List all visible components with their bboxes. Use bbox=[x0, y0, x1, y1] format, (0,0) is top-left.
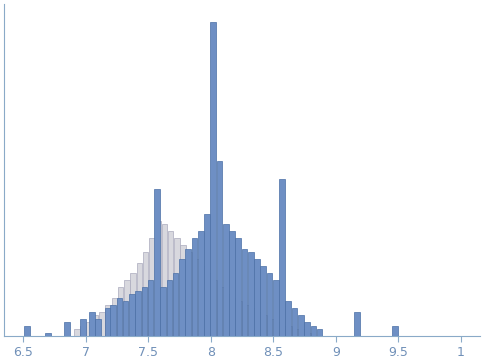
Bar bbox=[235, 238, 241, 336]
Bar bbox=[230, 298, 236, 336]
Bar bbox=[223, 224, 228, 336]
Bar bbox=[173, 273, 179, 336]
Bar bbox=[267, 273, 272, 336]
Bar bbox=[262, 315, 267, 336]
Bar bbox=[305, 333, 311, 336]
Bar bbox=[192, 238, 197, 336]
Bar bbox=[80, 326, 86, 336]
Bar bbox=[162, 224, 167, 336]
Bar bbox=[311, 326, 316, 336]
Bar bbox=[304, 322, 310, 336]
Bar bbox=[254, 259, 260, 336]
Bar bbox=[268, 319, 273, 336]
Bar bbox=[74, 329, 79, 336]
Bar bbox=[129, 294, 135, 336]
Bar bbox=[143, 252, 149, 336]
Bar bbox=[237, 301, 242, 336]
Bar bbox=[198, 231, 203, 336]
Bar bbox=[224, 294, 230, 336]
Bar bbox=[287, 326, 292, 336]
Bar bbox=[181, 245, 186, 336]
Bar bbox=[179, 259, 185, 336]
Bar bbox=[292, 308, 297, 336]
Bar bbox=[260, 266, 266, 336]
Bar bbox=[279, 179, 285, 336]
Bar bbox=[211, 22, 216, 336]
Bar bbox=[185, 249, 191, 336]
Bar bbox=[187, 252, 192, 336]
Bar bbox=[166, 280, 172, 336]
Bar bbox=[248, 252, 254, 336]
Bar bbox=[141, 287, 147, 336]
Bar bbox=[45, 333, 51, 336]
Bar bbox=[281, 326, 286, 336]
Bar bbox=[317, 329, 322, 336]
Bar bbox=[99, 312, 105, 336]
Bar bbox=[124, 280, 130, 336]
Bar bbox=[243, 305, 249, 336]
Bar bbox=[87, 322, 92, 336]
Bar bbox=[217, 162, 222, 336]
Bar bbox=[148, 280, 153, 336]
Bar bbox=[89, 312, 94, 336]
Bar bbox=[136, 263, 142, 336]
Bar bbox=[154, 189, 160, 336]
Bar bbox=[110, 305, 116, 336]
Bar bbox=[118, 287, 123, 336]
Bar bbox=[95, 319, 101, 336]
Bar bbox=[286, 301, 291, 336]
Bar bbox=[193, 259, 198, 336]
Bar bbox=[199, 266, 205, 336]
Bar bbox=[229, 231, 235, 336]
Bar bbox=[392, 326, 397, 336]
Bar bbox=[123, 301, 128, 336]
Bar bbox=[218, 287, 224, 336]
Bar bbox=[130, 273, 136, 336]
Bar bbox=[64, 322, 70, 336]
Bar bbox=[256, 312, 261, 336]
Bar bbox=[174, 238, 180, 336]
Bar bbox=[293, 329, 299, 336]
Bar bbox=[299, 329, 305, 336]
Bar bbox=[249, 308, 255, 336]
Bar bbox=[105, 305, 111, 336]
Bar bbox=[242, 249, 247, 336]
Bar bbox=[205, 273, 211, 336]
Bar bbox=[105, 308, 111, 336]
Bar bbox=[204, 214, 210, 336]
Bar bbox=[160, 287, 166, 336]
Bar bbox=[136, 291, 141, 336]
Bar bbox=[168, 231, 173, 336]
Bar bbox=[354, 312, 360, 336]
Bar bbox=[80, 319, 86, 336]
Bar bbox=[155, 221, 161, 336]
Bar bbox=[93, 315, 98, 336]
Bar bbox=[212, 280, 217, 336]
Bar bbox=[273, 280, 279, 336]
Bar bbox=[298, 315, 303, 336]
Bar bbox=[24, 326, 30, 336]
Bar bbox=[117, 298, 122, 336]
Bar bbox=[149, 238, 155, 336]
Bar bbox=[274, 322, 280, 336]
Bar bbox=[111, 298, 117, 336]
